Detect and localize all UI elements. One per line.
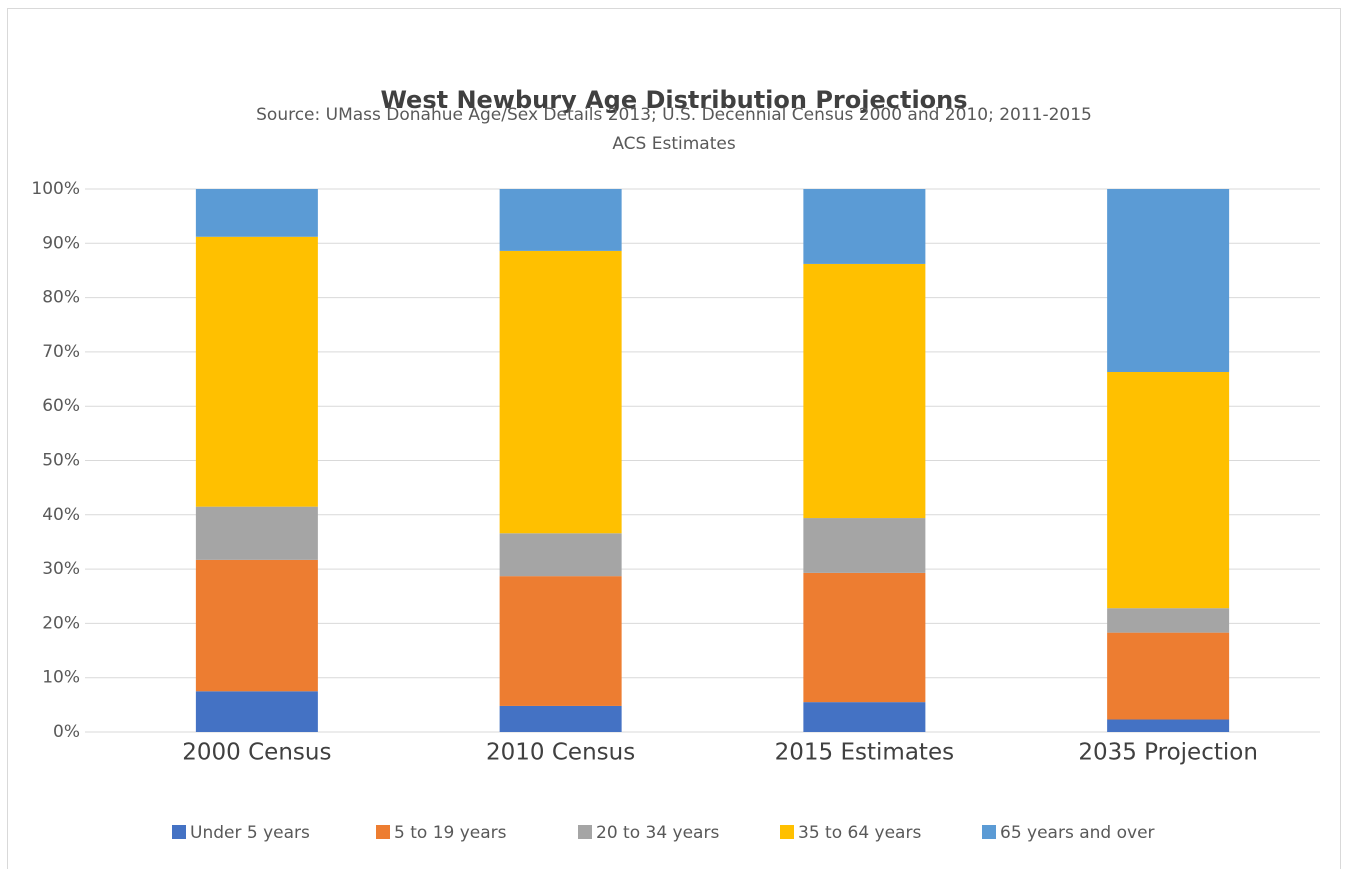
legend-label: 5 to 19 years (394, 823, 507, 843)
bar-segment (803, 572, 926, 703)
bar-segment (803, 702, 926, 732)
y-tick-label: 40% (42, 505, 80, 525)
legend-label: 20 to 34 years (596, 823, 719, 843)
y-tick-label: 100% (31, 179, 80, 199)
legend-swatch (578, 825, 592, 839)
bar-segment (195, 559, 318, 692)
legend-label: Under 5 years (190, 823, 310, 843)
y-tick-label: 60% (42, 396, 80, 416)
chart-subtitle: Source: UMass Donahue Age/Sex Details 20… (256, 105, 1092, 125)
bar-segment (1107, 608, 1230, 633)
legend-swatch (376, 825, 390, 839)
x-tick-label: 2010 Census (486, 740, 635, 766)
bar-segment (499, 576, 622, 706)
y-tick-label: 20% (42, 613, 80, 633)
x-tick-label: 2035 Projection (1078, 740, 1258, 766)
bar-segment (803, 518, 926, 573)
bar-segment (195, 236, 318, 507)
bar-segment (195, 189, 318, 237)
bar-segment (1107, 371, 1230, 609)
bar-segment (803, 263, 926, 519)
y-tick-label: 0% (53, 722, 80, 742)
y-tick-label: 80% (42, 288, 80, 308)
bar-segment (1107, 719, 1230, 732)
y-tick-label: 70% (42, 342, 80, 362)
y-tick-label: 10% (42, 668, 80, 688)
y-tick-label: 50% (42, 451, 80, 471)
bar-segment (195, 691, 318, 732)
bar-segment (499, 533, 622, 577)
x-tick-label: 2000 Census (182, 740, 331, 766)
bar-segment (195, 506, 318, 560)
bar-segment (499, 250, 622, 534)
legend-swatch (780, 825, 794, 839)
bar-segment (1107, 632, 1230, 720)
y-tick-label: 30% (42, 559, 80, 579)
legend-swatch (982, 825, 996, 839)
legend-label: 35 to 64 years (798, 823, 921, 843)
bar-segment (499, 705, 622, 732)
bar-segment (803, 189, 926, 264)
y-tick-label: 90% (42, 233, 80, 253)
x-tick-label: 2015 Estimates (775, 740, 954, 766)
chart-subtitle: ACS Estimates (612, 134, 735, 154)
bar-segment (499, 189, 622, 251)
chart-title: West Newbury Age Distribution Projection… (380, 86, 967, 114)
bar-segment (1107, 189, 1230, 372)
legend-label: 65 years and over (1000, 823, 1155, 843)
legend-swatch (172, 825, 186, 839)
